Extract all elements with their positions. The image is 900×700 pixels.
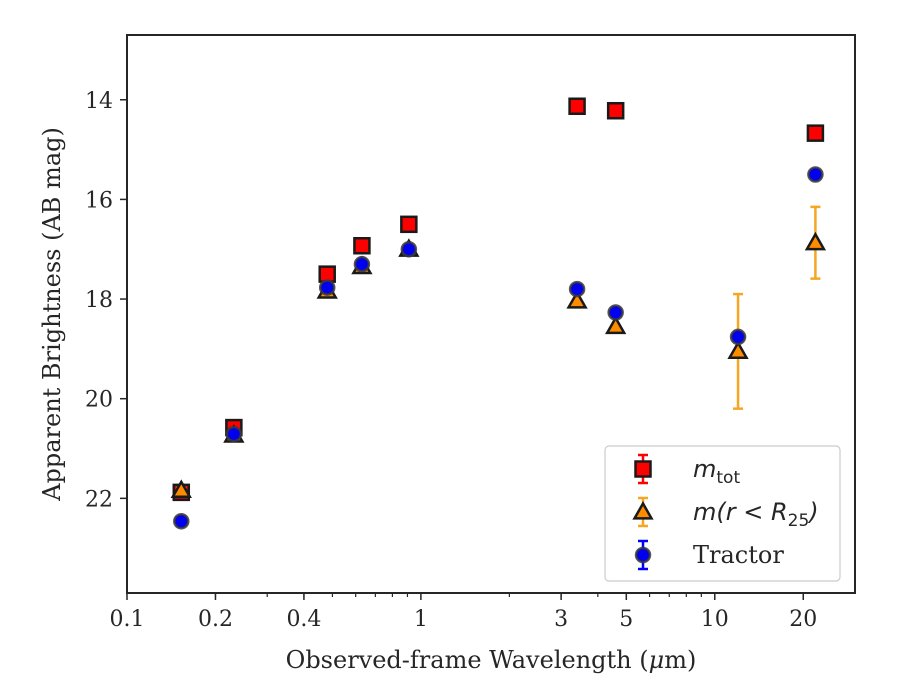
plot-frame	[126, 34, 856, 594]
x-tick-label: 0.1	[110, 607, 145, 632]
point-mtot	[400, 215, 418, 234]
legend-item-mr25: m(r < R25)	[632, 496, 819, 531]
point-tractor	[568, 280, 586, 298]
legend-label-mr25: m(r < R25)	[693, 498, 819, 531]
legend-label-mtot: mtot	[693, 455, 740, 488]
point-mr25	[727, 340, 749, 359]
point-mr25	[566, 290, 588, 309]
legend-box	[604, 445, 841, 582]
x-tick-label: 0.2	[198, 607, 233, 632]
series-mtot	[172, 97, 825, 502]
point-mtot	[806, 124, 825, 142]
point-mtot	[568, 97, 586, 115]
x-axis-label-mu: μ	[649, 646, 665, 674]
y-tick-label: 18	[85, 288, 113, 313]
legend-label-end: )	[807, 498, 818, 526]
point-tractor	[173, 513, 190, 530]
series-tractor	[173, 166, 824, 530]
y-tick-label: 20	[85, 388, 113, 413]
point-tractor	[729, 328, 747, 346]
x-axis-label-prefix: Observed-frame Wavelength (	[286, 646, 649, 674]
point-tractor	[400, 240, 418, 258]
x-axis-label-suffix: m)	[664, 646, 696, 674]
legend-item-mtot: mtot	[634, 453, 740, 488]
x-tick-label: 20	[789, 607, 817, 632]
point-tractor	[318, 279, 336, 296]
legend-item-tractor: Tractor	[634, 539, 784, 571]
point-mtot	[353, 236, 371, 255]
point-mtot	[606, 101, 625, 120]
point-tractor	[807, 166, 824, 183]
point-mr25	[170, 479, 192, 498]
x-tick-label: 5	[619, 607, 633, 632]
legend-marker-mr25	[632, 500, 654, 520]
legend-label-main: m	[693, 455, 716, 483]
point-tractor	[225, 425, 243, 443]
y-axis-label: Apparent Brightness (AB mag)	[38, 127, 66, 502]
y-tick-label: 22	[85, 487, 113, 512]
legend-label-sub: 25	[788, 511, 810, 531]
point-tractor	[353, 255, 371, 273]
legend-marker-mtot	[634, 460, 652, 478]
legend-label-main: m(r < R	[693, 498, 788, 526]
x-tick-label: 3	[554, 607, 568, 632]
x-tick-label: 1	[414, 607, 428, 632]
x-tick-label: 10	[701, 607, 729, 632]
point-mr25	[804, 231, 827, 251]
legend-label-main: Tractor	[693, 541, 784, 569]
x-axis-label: Observed-frame Wavelength (μm)	[286, 646, 697, 674]
x-tick-label: 0.4	[286, 607, 321, 632]
legend-label-tractor: Tractor	[693, 541, 784, 569]
point-tractor	[607, 304, 624, 321]
point-mr25	[605, 315, 627, 335]
y-tick-label: 14	[85, 89, 113, 114]
legend-label-sub: tot	[716, 468, 740, 488]
legend-marker-tractor	[634, 546, 652, 564]
legend: mtot m(r < R25) Tractor	[604, 445, 841, 582]
y-tick-label: 16	[85, 188, 113, 213]
